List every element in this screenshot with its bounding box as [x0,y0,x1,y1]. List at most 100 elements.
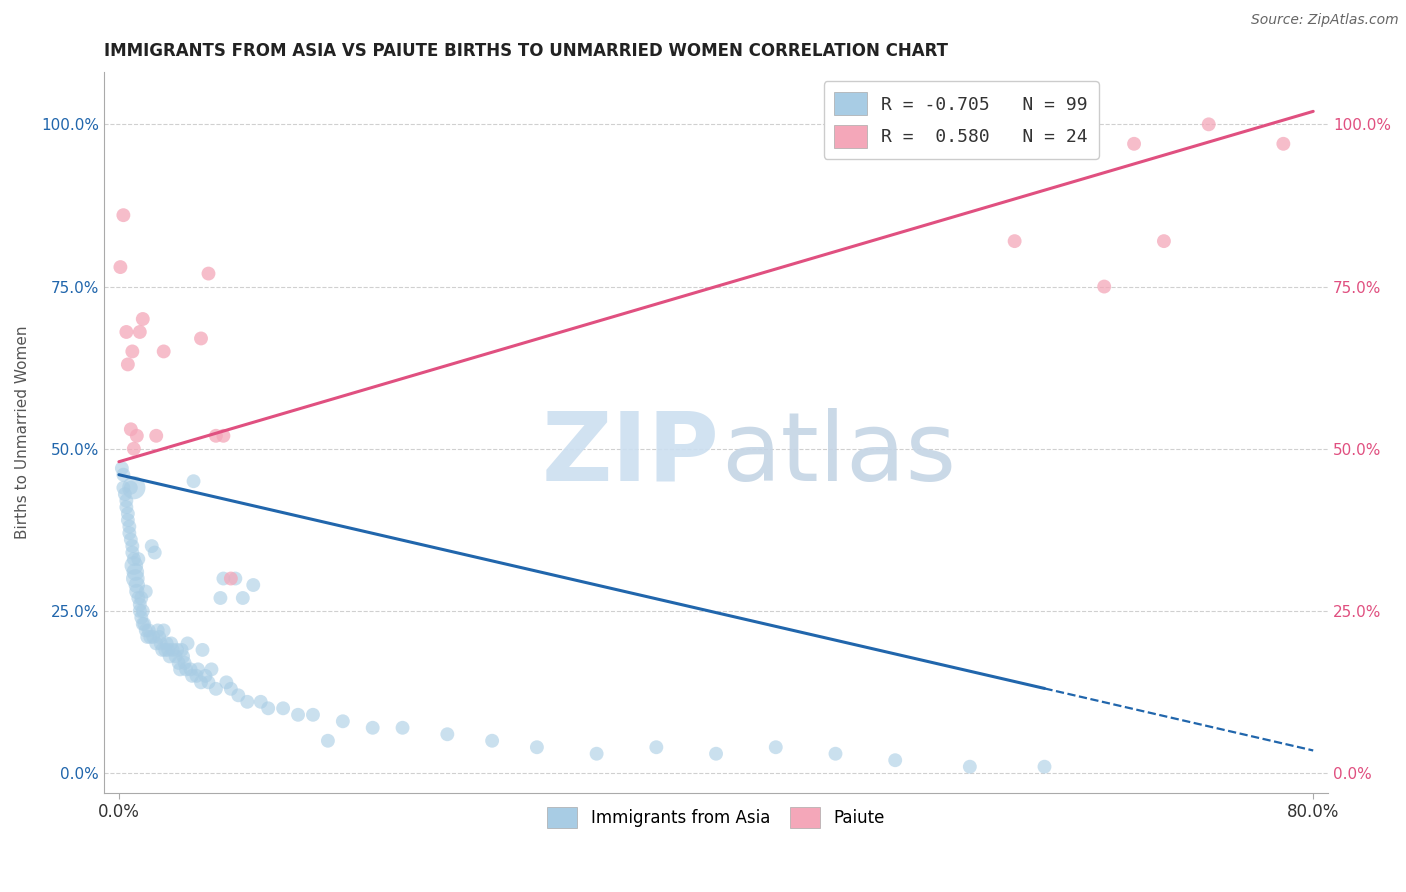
Point [191,643,214,657]
Point [165,649,187,664]
Point [125,429,148,443]
Point [112,481,135,495]
Point [169,662,191,676]
Point [120,422,142,436]
Point [585,747,607,761]
Point [120,481,142,495]
Point [481,733,503,747]
Point [135,624,157,638]
Point [142,630,165,644]
Text: IMMIGRANTS FROM ASIA VS PAIUTE BIRTHS TO UNMARRIED WOMEN CORRELATION CHART: IMMIGRANTS FROM ASIA VS PAIUTE BIRTHS TO… [104,42,948,60]
Point [1033,760,1056,774]
Point [242,578,264,592]
Point [257,701,280,715]
Point [183,474,205,488]
Point [118,526,141,541]
Point [122,558,145,573]
Point [1272,136,1295,151]
Text: atlas: atlas [721,408,956,500]
Point [115,500,138,515]
Point [145,429,167,443]
Point [1198,117,1220,131]
Point [118,519,141,533]
Point [149,636,172,650]
Point [219,681,242,696]
Point [135,584,157,599]
Point [145,636,167,650]
Point [141,539,163,553]
Point [156,636,179,650]
Point [1004,234,1026,248]
Point [122,552,145,566]
Point [120,533,142,547]
Point [167,656,190,670]
Point [139,630,162,644]
Point [212,572,235,586]
Point [114,487,136,501]
Point [112,467,135,482]
Point [249,695,271,709]
Point [138,624,160,638]
Point [152,624,174,638]
Point [148,630,170,644]
Point [127,591,149,605]
Point [159,649,181,664]
Point [884,753,907,767]
Point [187,662,209,676]
Point [361,721,384,735]
Point [197,675,219,690]
Point [200,662,222,676]
Point [1047,136,1070,151]
Point [112,208,135,222]
Point [146,624,169,638]
Point [127,552,149,566]
Point [134,616,156,631]
Point [132,616,155,631]
Point [824,747,846,761]
Point [219,572,242,586]
Point [125,584,148,599]
Text: ZIP: ZIP [541,408,720,500]
Point [302,707,325,722]
Point [287,707,309,722]
Y-axis label: Births to Unmarried Women: Births to Unmarried Women [15,326,30,540]
Point [704,747,727,761]
Point [121,545,143,559]
Point [128,325,150,339]
Point [176,636,198,650]
Point [190,331,212,345]
Point [129,610,152,624]
Point [122,442,145,456]
Point [117,507,139,521]
Point [205,681,228,696]
Point [128,604,150,618]
Point [117,513,139,527]
Point [162,643,184,657]
Point [172,649,194,664]
Point [316,733,339,747]
Point [332,714,354,729]
Point [160,636,183,650]
Point [132,604,155,618]
Point [129,591,152,605]
Point [765,740,787,755]
Point [173,656,195,670]
Point [215,675,238,690]
Point [1123,136,1146,151]
Point [209,591,232,605]
Point [959,760,981,774]
Point [194,669,217,683]
Point [115,325,138,339]
Point [170,643,193,657]
Point [125,578,148,592]
Point [526,740,548,755]
Point [128,598,150,612]
Point [124,565,146,579]
Point [190,675,212,690]
Point [132,312,155,326]
Point [186,669,208,683]
Point [110,260,132,274]
Point [143,545,166,559]
Point [205,429,228,443]
Point [228,689,250,703]
